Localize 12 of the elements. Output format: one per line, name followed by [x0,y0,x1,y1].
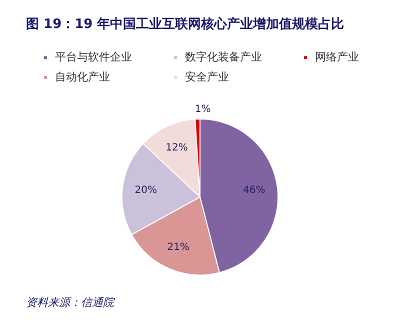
legend-label: 安全产业 [185,70,229,84]
data-label: 46% [243,185,266,196]
legend-label: 平台与软件企业 [55,50,132,64]
data-label: 1% [194,104,211,116]
legend-label: 自动化产业 [55,70,110,84]
data-label: 12% [166,142,188,154]
data-label: 21% [167,242,190,254]
legend-label: 网络产业 [315,50,359,64]
chart-title: 图 19：19 年中国工业互联网核心产业增加值规模占比 [26,16,344,32]
legend-label: 数字化装备产业 [185,50,262,64]
data-label: 20% [134,185,157,196]
text: 资料来源：信通院 [26,296,116,309]
